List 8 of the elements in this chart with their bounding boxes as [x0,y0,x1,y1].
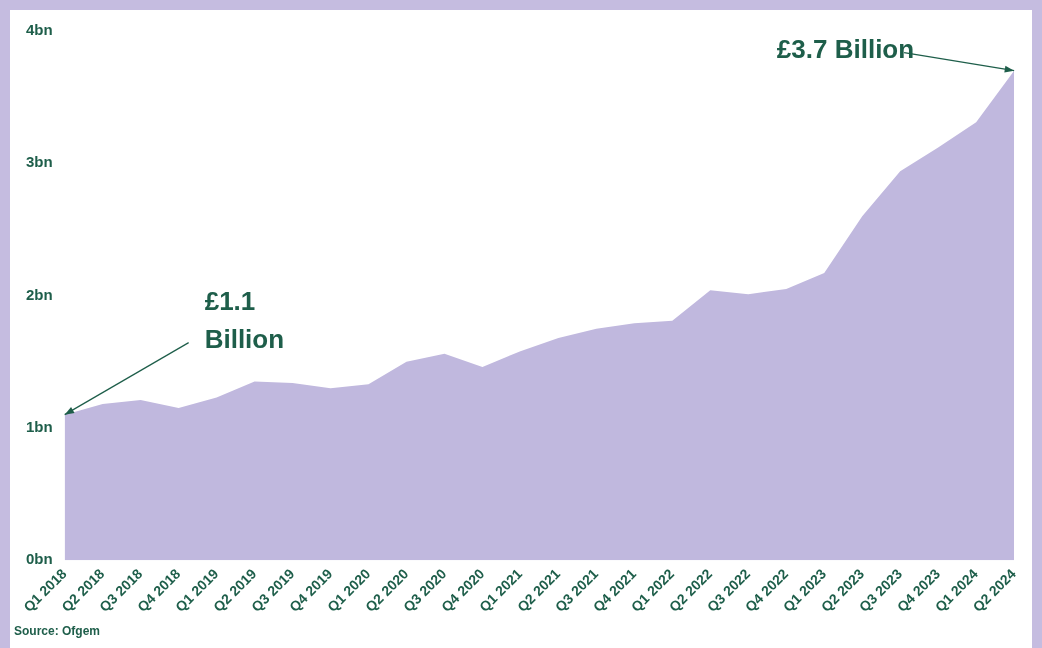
annotation: £1.1 Billion [204,285,285,354]
y-tick-label: 0bn [26,550,53,568]
y-tick-label: 4bn [26,21,53,39]
source-note: Source: Ofgem [14,624,101,638]
y-tick-label: 1bn [26,418,53,435]
annotation: £3.7 Billion [776,33,915,64]
y-tick-label: 3bn [26,153,53,171]
y-tick-label: 2bn [26,285,53,303]
